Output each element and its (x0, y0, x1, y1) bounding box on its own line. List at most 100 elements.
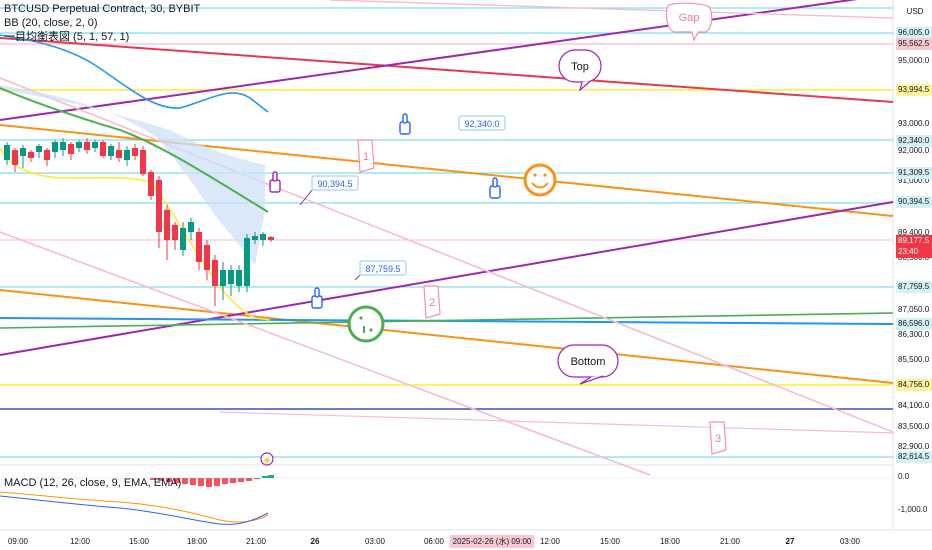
happy-face-mouth (531, 182, 549, 189)
bb-upper-line (0, 34, 269, 113)
time-tick-label: 12:00 (69, 537, 91, 546)
price-level-badge: 96,005.0 (896, 27, 932, 39)
wave-1-flag (357, 139, 375, 173)
candle-body (148, 172, 154, 196)
macd-histogram-bar (222, 478, 228, 484)
price-level-badge: 87,759.5 (896, 281, 932, 293)
price-callout-90394-pointer (299, 189, 313, 206)
price-axis-unit: USD (906, 7, 924, 16)
candle-body (140, 150, 146, 174)
macd-line (0, 495, 269, 525)
wave-3-flag (709, 421, 727, 455)
macd-histogram-bar (190, 478, 196, 485)
macd-histogram-bar (206, 478, 212, 487)
bottom-callout-text: Bottom (571, 356, 606, 368)
candle-body (52, 142, 58, 152)
time-tick-label: 15:00 (599, 537, 621, 546)
candle-body (92, 142, 98, 148)
skeptical-face-eye (359, 316, 363, 320)
candle-body (108, 146, 114, 156)
candle-body (156, 180, 162, 232)
wave-2-flag (423, 285, 441, 319)
time-tick-label: 09:00 (7, 537, 29, 546)
candle-body (60, 142, 66, 150)
macd-histogram-bar (166, 478, 172, 482)
candle-body (220, 270, 226, 286)
price-tick-label: 89,400.0 (898, 228, 930, 237)
candle-body (180, 228, 186, 250)
macd-histogram-bar (230, 478, 236, 483)
macd-histogram-bar (268, 475, 274, 478)
pointing-hand-icon-finger (402, 113, 408, 124)
trend-line (0, 231, 651, 476)
candle-body (196, 232, 202, 262)
candle-body (252, 236, 258, 240)
candle-body (44, 150, 50, 160)
macd-histogram-bar (214, 478, 220, 486)
macd-legend[interactable]: MACD (12, 26, close, 9, EMA, EMA) (4, 477, 182, 489)
macd-signal-line (0, 491, 269, 523)
bottom-callout-bubble (557, 344, 619, 378)
price-tick-label: 91,000.0 (898, 176, 930, 185)
price-callout-87759-pointer (354, 274, 361, 281)
time-tick-label: 03:00 (839, 537, 861, 546)
candle-body (76, 142, 82, 148)
candle-body (84, 142, 90, 150)
skeptical-face-icon (347, 305, 385, 343)
price-level-badge: 92,340.0 (896, 135, 932, 147)
trend-line (329, 0, 894, 19)
macd-histogram-bar (158, 478, 164, 481)
bottom-callout-tail (579, 375, 604, 385)
price-level-badge: 82,614.5 (896, 451, 932, 463)
price-callout-92340-box (458, 115, 506, 131)
time-tick-label: 15:00 (128, 537, 150, 546)
time-tick-label: 18:00 (659, 537, 681, 546)
macd-histogram-bar (254, 478, 260, 479)
trend-line (0, 0, 858, 121)
candle-body (244, 238, 250, 286)
price-tick-label: -1,000.0 (898, 505, 928, 514)
wave-2-text: 2 (429, 297, 435, 309)
price-level-badge: 91,309.5 (896, 167, 932, 179)
candle-body (204, 245, 210, 270)
candle-body (20, 148, 26, 156)
candle-body (228, 270, 234, 284)
price-callout-92340-text: 92,340.0 (464, 119, 499, 129)
pointing-hand-icon-finger (314, 287, 320, 298)
price-tick-label: 95,000.0 (898, 56, 930, 65)
price-level-badge: 84,756.0 (896, 379, 932, 391)
macd-histogram-bar (150, 478, 156, 480)
ichimoku-legend[interactable]: 一目均衡表図 (5, 1, 57, 1) (4, 31, 130, 43)
top-callout-bubble (558, 49, 602, 83)
candle-body (260, 234, 266, 240)
bb-legend[interactable]: BB (20, close, 2, 0) (4, 17, 98, 29)
price-tick-label: 0.0 (898, 472, 910, 481)
wave-1-text: 1 (363, 151, 369, 163)
price-tick-label: 92,000.0 (898, 146, 930, 155)
candle-body (268, 237, 274, 240)
candle-body (12, 150, 18, 165)
candle-body (212, 260, 218, 286)
price-callout-90394-box (311, 175, 359, 191)
candle-body (100, 142, 106, 156)
trend-line (0, 37, 894, 103)
trend-line (0, 312, 894, 329)
candle-body (28, 152, 34, 158)
price-level-badge: 95,562.5 (896, 38, 932, 50)
symbol-legend[interactable]: BTCUSD Perpetual Contract, 30, BYBIT (4, 3, 201, 15)
price-tick-label: 82,900.0 (898, 442, 930, 451)
price-tick-label: 83,500.0 (898, 422, 930, 431)
price-level-badge: 86,596.0 (896, 318, 932, 330)
time-tick-label: 03:00 (364, 537, 386, 546)
price-level-badge: 93,994.5 (896, 84, 932, 96)
time-tick-label: 12:00 (539, 537, 561, 546)
macd-histogram-bar (246, 478, 252, 481)
trend-line (0, 77, 894, 433)
macd-histogram-bar (262, 476, 268, 478)
top-callout-tail (578, 80, 591, 92)
lightning-badge (260, 452, 274, 466)
candle-body (132, 148, 138, 156)
trend-line (0, 289, 894, 384)
